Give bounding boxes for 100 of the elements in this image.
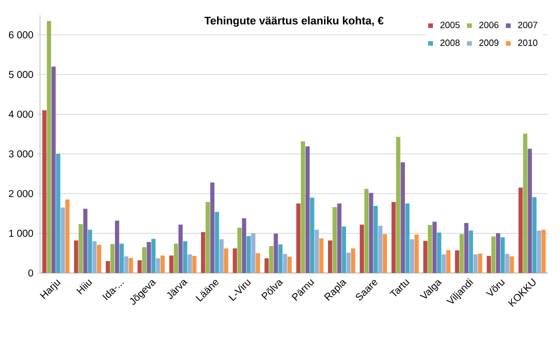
bar (442, 254, 446, 273)
y-tick-label: 0 (28, 269, 34, 277)
bar (528, 148, 532, 273)
bar (151, 238, 156, 273)
bar (400, 162, 405, 273)
bar (128, 258, 133, 273)
legend-label: 2009 (479, 40, 498, 46)
bar (74, 240, 78, 273)
bar (97, 244, 102, 273)
bar (396, 136, 400, 273)
bar (178, 224, 183, 273)
bar (188, 254, 192, 273)
bar (437, 232, 442, 273)
bar (446, 250, 450, 273)
chart-title: Tehingute väärtus elaniku kohta, € (204, 16, 384, 27)
bar (382, 234, 387, 273)
bar (42, 110, 46, 273)
bar (65, 200, 70, 273)
bar (214, 212, 220, 273)
y-tick-label: 2 000 (8, 190, 34, 198)
bar (124, 256, 128, 273)
bar (224, 248, 228, 273)
bar (464, 222, 468, 273)
bar (328, 240, 332, 273)
bar (500, 237, 505, 273)
bar (478, 254, 482, 273)
bar (536, 230, 542, 273)
bar (342, 226, 346, 273)
y-tick-label: 4 000 (8, 110, 34, 118)
bar (542, 230, 546, 273)
bar (242, 218, 246, 273)
bar (51, 66, 56, 273)
bar (278, 244, 283, 273)
bar (146, 242, 151, 273)
bar (346, 252, 351, 273)
bar (206, 202, 210, 273)
bar (210, 182, 214, 273)
bar (138, 260, 142, 273)
legend-label: 2006 (479, 22, 498, 28)
bar (46, 20, 52, 273)
bar (274, 234, 278, 273)
bar (300, 141, 306, 273)
legend-label: 2007 (518, 22, 538, 28)
bar (364, 188, 369, 273)
bar (282, 254, 288, 273)
bar (269, 246, 274, 273)
y-tick-label: 1 000 (9, 230, 34, 237)
x-tick-label: Hiiu (76, 280, 92, 294)
bar (314, 230, 319, 273)
legend-label: 2008 (440, 40, 460, 46)
bar (305, 146, 310, 273)
bar (392, 202, 396, 273)
bar (246, 236, 251, 273)
bar (414, 234, 419, 273)
bar (56, 154, 60, 273)
bar (120, 244, 124, 273)
bar (337, 204, 342, 273)
bar (460, 234, 464, 273)
bar (405, 204, 410, 273)
bar (505, 254, 510, 273)
bar (192, 256, 196, 273)
bar (473, 254, 478, 273)
bar (468, 230, 474, 273)
bar (486, 256, 491, 273)
bar (201, 232, 206, 273)
bar (296, 204, 300, 273)
y-tick-label: 5 000 (8, 71, 34, 78)
bar (110, 244, 115, 273)
bar (510, 256, 514, 273)
bar (351, 248, 356, 273)
bar (78, 224, 83, 273)
bar (288, 256, 292, 273)
bar (423, 240, 428, 273)
bar (496, 233, 500, 273)
bar (428, 224, 432, 273)
bar (219, 239, 224, 273)
bar (142, 247, 146, 273)
bar (432, 222, 437, 273)
bar (310, 198, 314, 273)
bar (92, 241, 97, 273)
bar (532, 197, 537, 273)
y-tick-label: 6 000 (8, 31, 34, 38)
bar (237, 228, 242, 273)
bar (374, 206, 378, 273)
bar (264, 258, 269, 273)
bar (114, 220, 120, 273)
bar (174, 244, 178, 273)
bar (518, 188, 523, 273)
bar (160, 256, 165, 273)
x-tick-label: Võru (486, 280, 505, 296)
bar (410, 239, 414, 273)
bar (332, 207, 337, 273)
bar (183, 241, 188, 273)
bar (251, 233, 256, 273)
bar (360, 224, 364, 273)
bar (368, 192, 374, 273)
bar (83, 208, 88, 273)
bar (169, 256, 174, 273)
bar (88, 230, 92, 273)
bar (523, 134, 528, 273)
